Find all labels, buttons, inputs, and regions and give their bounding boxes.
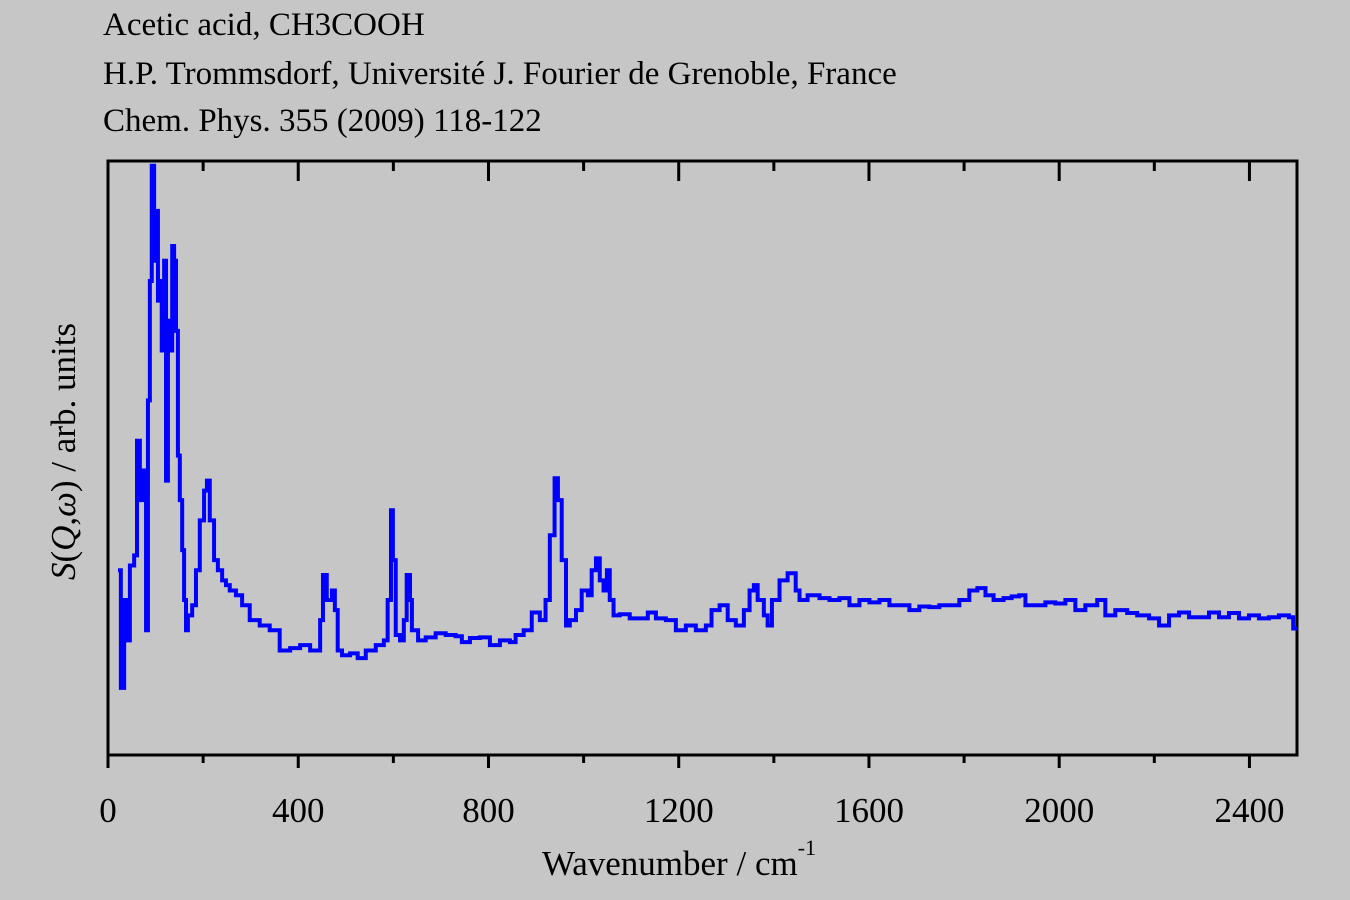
y-label-q: Q: [44, 526, 83, 551]
x-axis-label: Wavenumber / cm-1: [542, 835, 816, 883]
y-label-s: S: [44, 563, 83, 581]
x-tick-label: 800: [462, 791, 515, 830]
x-tick-label: 1600: [834, 791, 904, 830]
y-label-units: ) / arb. units: [44, 323, 83, 492]
y-label-omega: ω: [44, 492, 83, 517]
plot-frame: [106, 159, 1299, 757]
x-axis-ticks: [106, 161, 1251, 768]
x-tick-label: 2400: [1214, 791, 1284, 830]
chart-title: Acetic acid, CH3COOH H.P. Trommsdorf, Un…: [103, 7, 897, 139]
series-line: [117, 163, 1297, 690]
x-tick-label: 400: [272, 791, 325, 830]
x-tick-label: 0: [99, 791, 117, 830]
title-line-3: Chem. Phys. 355 (2009) 118-122: [103, 103, 542, 139]
y-label-comma: ,: [44, 517, 83, 526]
y-label-open: (: [44, 551, 83, 563]
x-axis-label-superscript: -1: [798, 835, 816, 860]
y-axis-label: S(Q,ω) / arb. units: [44, 323, 83, 580]
title-line-1: Acetic acid, CH3COOH: [103, 7, 425, 43]
x-axis-label-text: Wavenumber / cm: [542, 844, 798, 883]
title-line-2: H.P. Trommsdorf, Université J. Fourier d…: [103, 56, 897, 92]
x-tick-label: 1200: [644, 791, 714, 830]
x-tick-label: 2000: [1024, 791, 1094, 830]
x-axis-tick-labels: 0 400 800 1200 1600 2000 2400: [99, 791, 1284, 830]
